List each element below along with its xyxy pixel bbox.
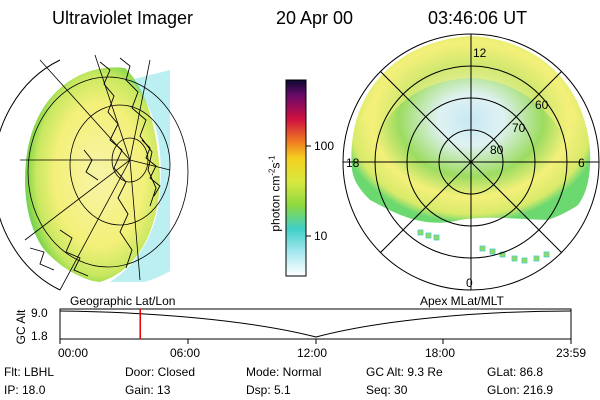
info-mode: Mode: Normal — [246, 365, 322, 379]
info-filter: Flt: LBHL — [4, 365, 55, 379]
info-glat: GLat: 86.8 — [487, 365, 544, 379]
mlt-label-18: 18 — [346, 156, 360, 170]
info-gc-alt: GC Alt: 9.3 Re — [366, 365, 443, 379]
altitude-tick-high: 9.0 — [31, 306, 48, 320]
altitude-tick-low: 1.8 — [31, 329, 48, 343]
info-glon: GLon: 216.9 — [487, 383, 554, 397]
time-tick-1800: 18:00 — [425, 346, 456, 360]
time-tick-0600: 06:00 — [170, 346, 201, 360]
projection-label-apex: Apex MLat/MLT — [420, 294, 504, 308]
info-door: Door: Closed — [125, 365, 196, 379]
colorbar — [285, 79, 311, 277]
mlt-label-6: 6 — [578, 156, 585, 170]
mlat-label-70: 70 — [512, 121, 526, 135]
info-dsp: Dsp: 5.1 — [246, 383, 291, 397]
mlt-label-0: 0 — [466, 276, 473, 290]
image-date: 20 Apr 00 — [276, 8, 354, 28]
colorbar-tick-10: 10 — [314, 229, 328, 243]
instrument-title: Ultraviolet Imager — [52, 8, 194, 28]
mlat-label-80: 80 — [490, 143, 504, 157]
altitude-curve — [59, 310, 572, 338]
info-ip: IP: 18.0 — [4, 383, 46, 397]
info-gain: Gain: 13 — [125, 383, 171, 397]
mlt-label-12: 12 — [473, 46, 487, 60]
time-tick-2359: 23:59 — [556, 346, 587, 360]
projection-label-geographic: Geographic Lat/Lon — [70, 294, 176, 308]
coastlines — [29, 57, 161, 277]
colorbar-tick-100: 100 — [314, 139, 335, 153]
polar-grid — [342, 33, 600, 291]
geographic-grid — [20, 54, 189, 291]
time-tick-0000: 00:00 — [58, 346, 89, 360]
geographic-aurora — [25, 67, 160, 282]
image-time: 03:46:06 UT — [428, 8, 528, 28]
info-seq: Seq: 30 — [366, 383, 408, 397]
time-tick-1200: 12:00 — [297, 346, 328, 360]
mlat-label-60: 60 — [535, 98, 549, 112]
